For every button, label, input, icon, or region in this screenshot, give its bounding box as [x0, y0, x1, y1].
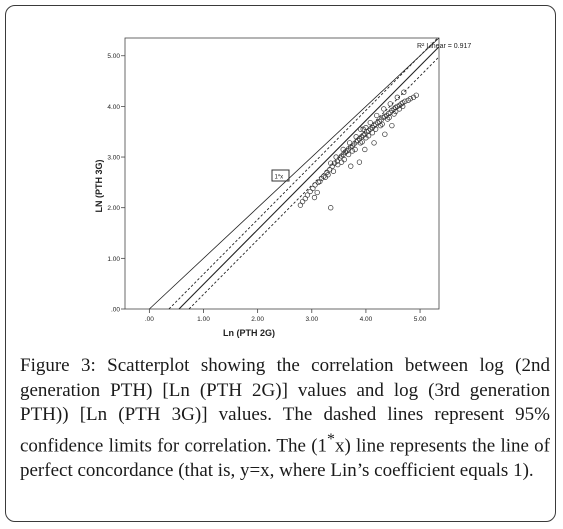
x-tick-label: 5.00 — [414, 316, 427, 323]
y-tick-label: 2.00 — [107, 205, 120, 212]
data-point — [381, 106, 387, 112]
data-point — [363, 135, 369, 141]
x-tick-label: 3.00 — [305, 316, 318, 323]
figure-panel: .00 1.00 2.00 3.00 4.00 5.00 .00 1.00 2.00 3.00 4.… — [5, 5, 556, 522]
x-tick-label: 4.00 — [360, 316, 373, 323]
caption-sup: * — [327, 430, 335, 448]
identity-marker-label: 1*x — [275, 175, 284, 181]
x-tick-label: .00 — [145, 316, 154, 323]
data-point — [371, 140, 377, 146]
caption-text-2: x) line represents the line of perfect c… — [20, 435, 551, 481]
y-tick-label: .00 — [111, 307, 120, 314]
data-point — [377, 122, 384, 129]
data-point — [386, 114, 392, 121]
data-point — [369, 130, 376, 136]
data-point — [387, 101, 393, 107]
y-tick-label: 3.00 — [107, 155, 120, 162]
data-points — [297, 89, 419, 211]
identity-marker: 1*x — [271, 169, 290, 182]
data-point — [297, 202, 304, 208]
data-point — [349, 148, 356, 154]
figure-caption: Figure 3: Scatterplot showing the correl… — [20, 354, 550, 483]
data-point — [352, 146, 358, 153]
data-point — [317, 178, 323, 185]
y-tick-label: 4.00 — [107, 104, 120, 111]
data-point — [357, 126, 364, 132]
data-point — [304, 192, 311, 198]
data-point — [328, 160, 334, 166]
data-point — [373, 126, 379, 132]
data-point — [333, 154, 339, 160]
data-point — [401, 89, 407, 95]
data-point — [328, 205, 334, 211]
data-point — [325, 172, 331, 178]
x-tick-label: 1.00 — [197, 316, 210, 323]
data-point — [379, 121, 385, 127]
axes: .00 1.00 2.00 3.00 4.00 5.00 .00 1.00 2.00 3.00 4.… — [107, 37, 440, 323]
data-point — [342, 149, 348, 155]
data-point — [335, 161, 341, 168]
data-point — [384, 116, 391, 122]
y-tick-label: 1.00 — [107, 256, 120, 263]
data-point — [338, 153, 345, 159]
data-point — [353, 134, 359, 140]
plot-frame — [124, 37, 440, 310]
data-point — [307, 188, 313, 195]
data-point — [345, 151, 352, 158]
data-point — [396, 106, 403, 112]
data-point — [312, 182, 318, 188]
data-point — [391, 111, 397, 117]
data-point — [314, 189, 320, 196]
data-point — [394, 94, 400, 100]
data-point — [357, 140, 364, 146]
x-axis-label: Ln (PTH 2G) — [223, 328, 275, 338]
caption-label: Figure 3: — [20, 355, 96, 376]
data-point — [402, 98, 408, 104]
x-tick-label: 2.00 — [251, 316, 264, 323]
caption-text: Scatterplot showing the correlation betw… — [20, 355, 550, 457]
data-point — [382, 131, 388, 137]
data-point — [389, 122, 395, 129]
data-point — [347, 140, 353, 146]
data-point — [400, 103, 406, 110]
scatter-chart: .00 1.00 2.00 3.00 4.00 5.00 .00 1.00 2.00 3.00 4.… — [94, 37, 471, 338]
data-point — [367, 119, 373, 126]
identity-line — [149, 37, 440, 310]
data-point — [348, 163, 354, 169]
data-point — [407, 96, 413, 102]
fit-line — [178, 46, 440, 310]
ci-upper-line — [168, 37, 438, 310]
y-tick-label: 5.00 — [107, 53, 120, 60]
data-point — [363, 125, 369, 131]
data-point — [360, 126, 366, 132]
data-point — [371, 122, 377, 129]
y-axis-label: LN (PTH 3G) — [94, 159, 104, 212]
data-point — [396, 102, 403, 109]
legend-text: R² Linear = 0.917 — [417, 43, 471, 50]
data-point — [413, 92, 419, 98]
data-point — [374, 112, 380, 119]
chart-lines — [149, 37, 440, 310]
data-point — [341, 156, 347, 163]
data-point — [311, 194, 318, 201]
data-point — [362, 146, 368, 153]
data-point — [356, 159, 363, 165]
data-point — [330, 168, 337, 174]
